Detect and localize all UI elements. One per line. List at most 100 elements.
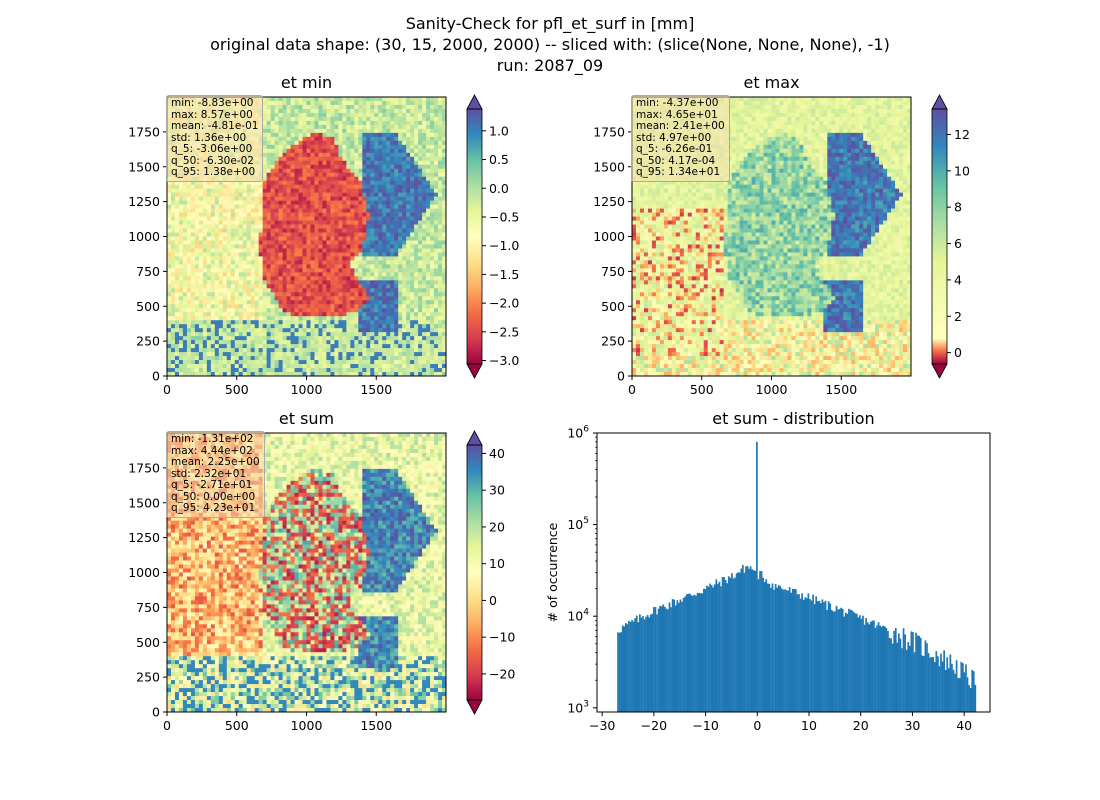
- heatmap-cell: [294, 248, 299, 253]
- heatmap-cell: [290, 368, 295, 373]
- heatmap-cell: [174, 244, 180, 249]
- heatmap-cell: [422, 280, 427, 285]
- heatmap-cell: [342, 200, 347, 205]
- heatmap-cell: [290, 352, 295, 357]
- heatmap-cell: [194, 220, 200, 225]
- heatmap-cell: [426, 160, 431, 166]
- heatmap-cell: [198, 296, 204, 301]
- heatmap-cell: [258, 240, 263, 245]
- heatmap-cell: [438, 108, 443, 114]
- heatmap-cell: [414, 120, 419, 126]
- heatmap-cell: [306, 200, 311, 205]
- heatmap-cell: [206, 256, 212, 261]
- heatmap-cell: [167, 292, 172, 297]
- heatmap-cell: [438, 152, 443, 158]
- heatmap-cell: [238, 196, 244, 201]
- heatmap-cell: [174, 372, 180, 377]
- y-tick-label: 0: [152, 369, 160, 384]
- heatmap-cell: [306, 212, 311, 217]
- heatmap-cell: [206, 332, 212, 337]
- heatmap-cell: [242, 236, 248, 241]
- heatmap-cell: [326, 232, 331, 237]
- heatmap-cell: [270, 324, 275, 329]
- heatmap-cell: [382, 108, 387, 114]
- heatmap-cell: [354, 236, 359, 241]
- heatmap-cell: [182, 224, 188, 229]
- heatmap-cell: [354, 100, 359, 106]
- heatmap-cell: [314, 164, 319, 170]
- heatmap-cell: [334, 264, 339, 269]
- heatmap-cell: [282, 120, 287, 126]
- heatmap-cell: [430, 240, 435, 245]
- heatmap-cell: [214, 252, 220, 257]
- heatmap-cell: [358, 368, 363, 373]
- heatmap-cell: [274, 120, 279, 126]
- heatmap-cell: [270, 368, 275, 373]
- heatmap-cell: [330, 268, 335, 273]
- heatmap-cell: [322, 108, 327, 114]
- heatmap-cell: [278, 168, 283, 174]
- colorbar-tick-label: −2.5: [489, 324, 519, 339]
- heatmap-cell: [202, 208, 208, 213]
- heatmap-cell: [330, 188, 335, 193]
- heatmap-cell: [226, 224, 232, 229]
- heatmap-cell: [258, 228, 263, 233]
- heatmap-cell: [170, 304, 176, 309]
- heatmap-cell: [262, 100, 267, 106]
- heatmap-cell: [238, 332, 244, 337]
- heatmap-cell: [314, 348, 319, 353]
- heatmap-cell: [366, 240, 371, 245]
- heatmap-cell: [338, 360, 343, 365]
- heatmap-cell: [382, 252, 387, 257]
- heatmap-cell: [346, 192, 351, 197]
- heatmap-cell: [290, 220, 295, 225]
- heatmap-cell: [270, 236, 275, 241]
- heatmap-cell: [310, 296, 315, 301]
- heatmap-cell: [366, 364, 371, 369]
- heatmap-cell: [358, 168, 363, 174]
- heatmap-cell: [414, 172, 419, 178]
- heatmap-cell: [310, 116, 315, 122]
- heatmap-cell: [242, 360, 248, 365]
- heatmap-cell: [306, 120, 311, 126]
- heatmap-cell: [222, 368, 228, 373]
- heatmap-cell: [294, 100, 299, 106]
- heatmap-cell: [338, 124, 343, 130]
- heatmap-cell: [266, 188, 271, 193]
- heatmap-cell: [242, 276, 248, 281]
- heatmap-cell: [214, 236, 220, 241]
- heatmap-cell: [226, 308, 232, 313]
- heatmap-cell: [442, 356, 447, 361]
- heatmap-cell: [274, 136, 279, 142]
- heatmap-cell: [238, 280, 244, 285]
- heatmap-cell: [182, 368, 188, 373]
- heatmap-cell: [390, 156, 395, 162]
- heatmap-cell: [410, 180, 415, 185]
- heatmap-cell: [414, 232, 419, 237]
- heatmap-cell: [410, 264, 415, 269]
- heatmap-cell: [298, 144, 303, 150]
- heatmap-cell: [266, 140, 271, 146]
- heatmap-cell: [422, 320, 427, 325]
- heatmap-cell: [250, 356, 255, 361]
- heatmap-cell: [378, 252, 383, 257]
- heatmap-cell: [366, 304, 371, 309]
- heatmap-cell: [330, 112, 335, 118]
- heatmap-cell: [306, 168, 311, 174]
- heatmap-cell: [390, 224, 395, 229]
- heatmap-cell: [186, 180, 192, 185]
- heatmap-cell: [350, 240, 355, 245]
- heatmap-cell: [330, 116, 335, 122]
- heatmap-cell: [194, 300, 200, 305]
- heatmap-cell: [418, 128, 423, 134]
- heatmap-cell: [246, 292, 251, 297]
- colorbar-et-min: 1.00.50.0−0.5−1.0−1.5−2.0−2.5−3.0: [466, 94, 519, 379]
- heatmap-cell: [358, 116, 363, 122]
- heatmap-cell: [398, 224, 403, 229]
- heatmap-cell: [743, 97, 748, 102]
- heatmap-cell: [382, 272, 387, 277]
- heatmap-cell: [390, 124, 395, 130]
- heatmap-cell: [318, 152, 323, 158]
- heatmap-cell: [434, 268, 439, 273]
- heatmap-cell: [418, 340, 423, 345]
